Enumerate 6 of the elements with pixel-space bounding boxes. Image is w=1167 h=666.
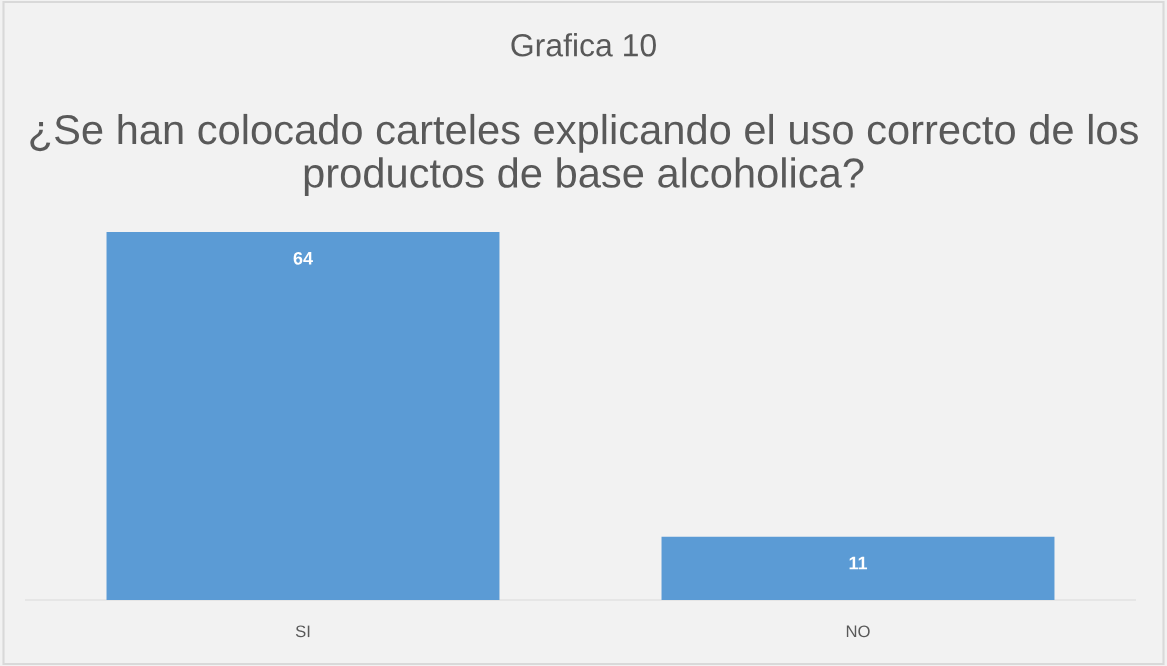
chart-subtitle: ¿Se han colocado carteles explicando el uso correcto de los productos de base alcoholica?	[30, 113, 1138, 197]
x-tick-label: SI	[295, 625, 310, 638]
x-tick-label: NO	[846, 625, 870, 638]
data-label: 64	[293, 251, 313, 265]
data-label: 11	[849, 556, 868, 570]
chart-title: Grafica 10	[511, 33, 656, 57]
